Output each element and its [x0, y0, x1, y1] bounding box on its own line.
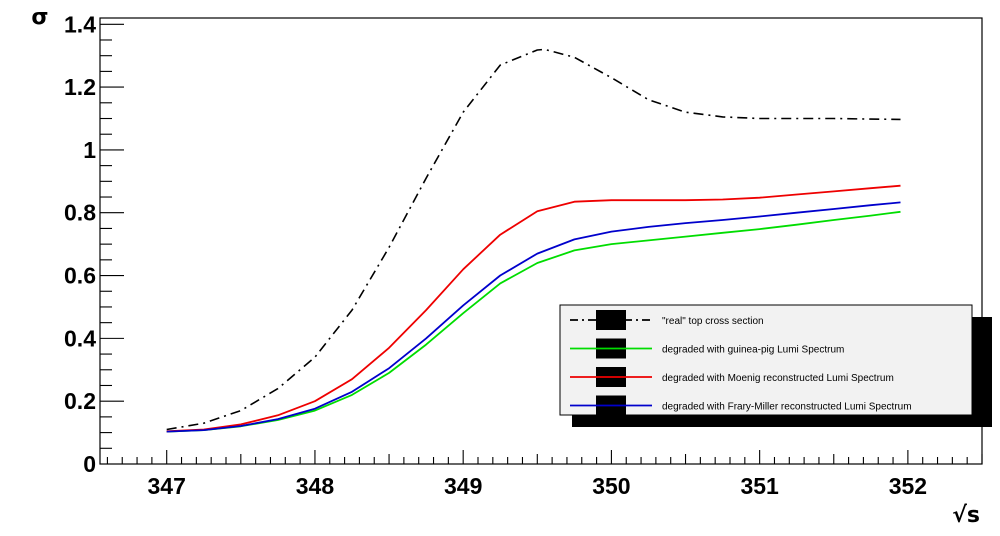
y-axis-title: σ [31, 5, 48, 30]
legend-entry-label: degraded with guinea-pig Lumi Spectrum [662, 345, 844, 356]
y-tick-label: 0.4 [64, 325, 96, 351]
x-tick-label: 351 [740, 473, 779, 499]
y-tick-label: 0 [83, 451, 96, 477]
legend-entry-label: degraded with Moenig reconstructed Lumi … [662, 373, 894, 384]
x-tick-label: 348 [296, 473, 335, 499]
x-tick-label: 350 [592, 473, 630, 499]
y-tick-label: 0.8 [64, 200, 96, 226]
y-tick-label: 0.2 [64, 388, 96, 414]
x-tick-label: 347 [148, 473, 186, 499]
legend-box [559, 304, 973, 416]
series-lines [166, 48, 901, 433]
x-tick-label: 349 [444, 473, 482, 499]
legend-entry-label: "real" top cross section [662, 316, 764, 327]
series-line [166, 48, 901, 431]
y-tick-label: 1 [83, 137, 96, 163]
legend: "real" top cross section degraded with gu… [559, 304, 992, 427]
series-line [166, 184, 901, 433]
x-axis-title: √s [952, 503, 980, 528]
axis-ticks [100, 23, 983, 465]
y-tick-label: 0.6 [64, 263, 96, 289]
plot-area-border [99, 17, 983, 465]
y-tick-label: 1.4 [64, 11, 96, 37]
y-tick-label: 1.2 [64, 74, 96, 100]
tick-labels: 347 348 349 350 351 352 0 0.2 0.4 0.6 0.8 1 1.2 1.4 [64, 11, 927, 499]
x-tick-label: 352 [889, 473, 927, 499]
plot-frame [99, 17, 983, 465]
series-line [166, 201, 901, 433]
legend-entry-label: degraded with Frary-Miller reconstructed… [662, 402, 912, 413]
series-line [166, 210, 901, 433]
